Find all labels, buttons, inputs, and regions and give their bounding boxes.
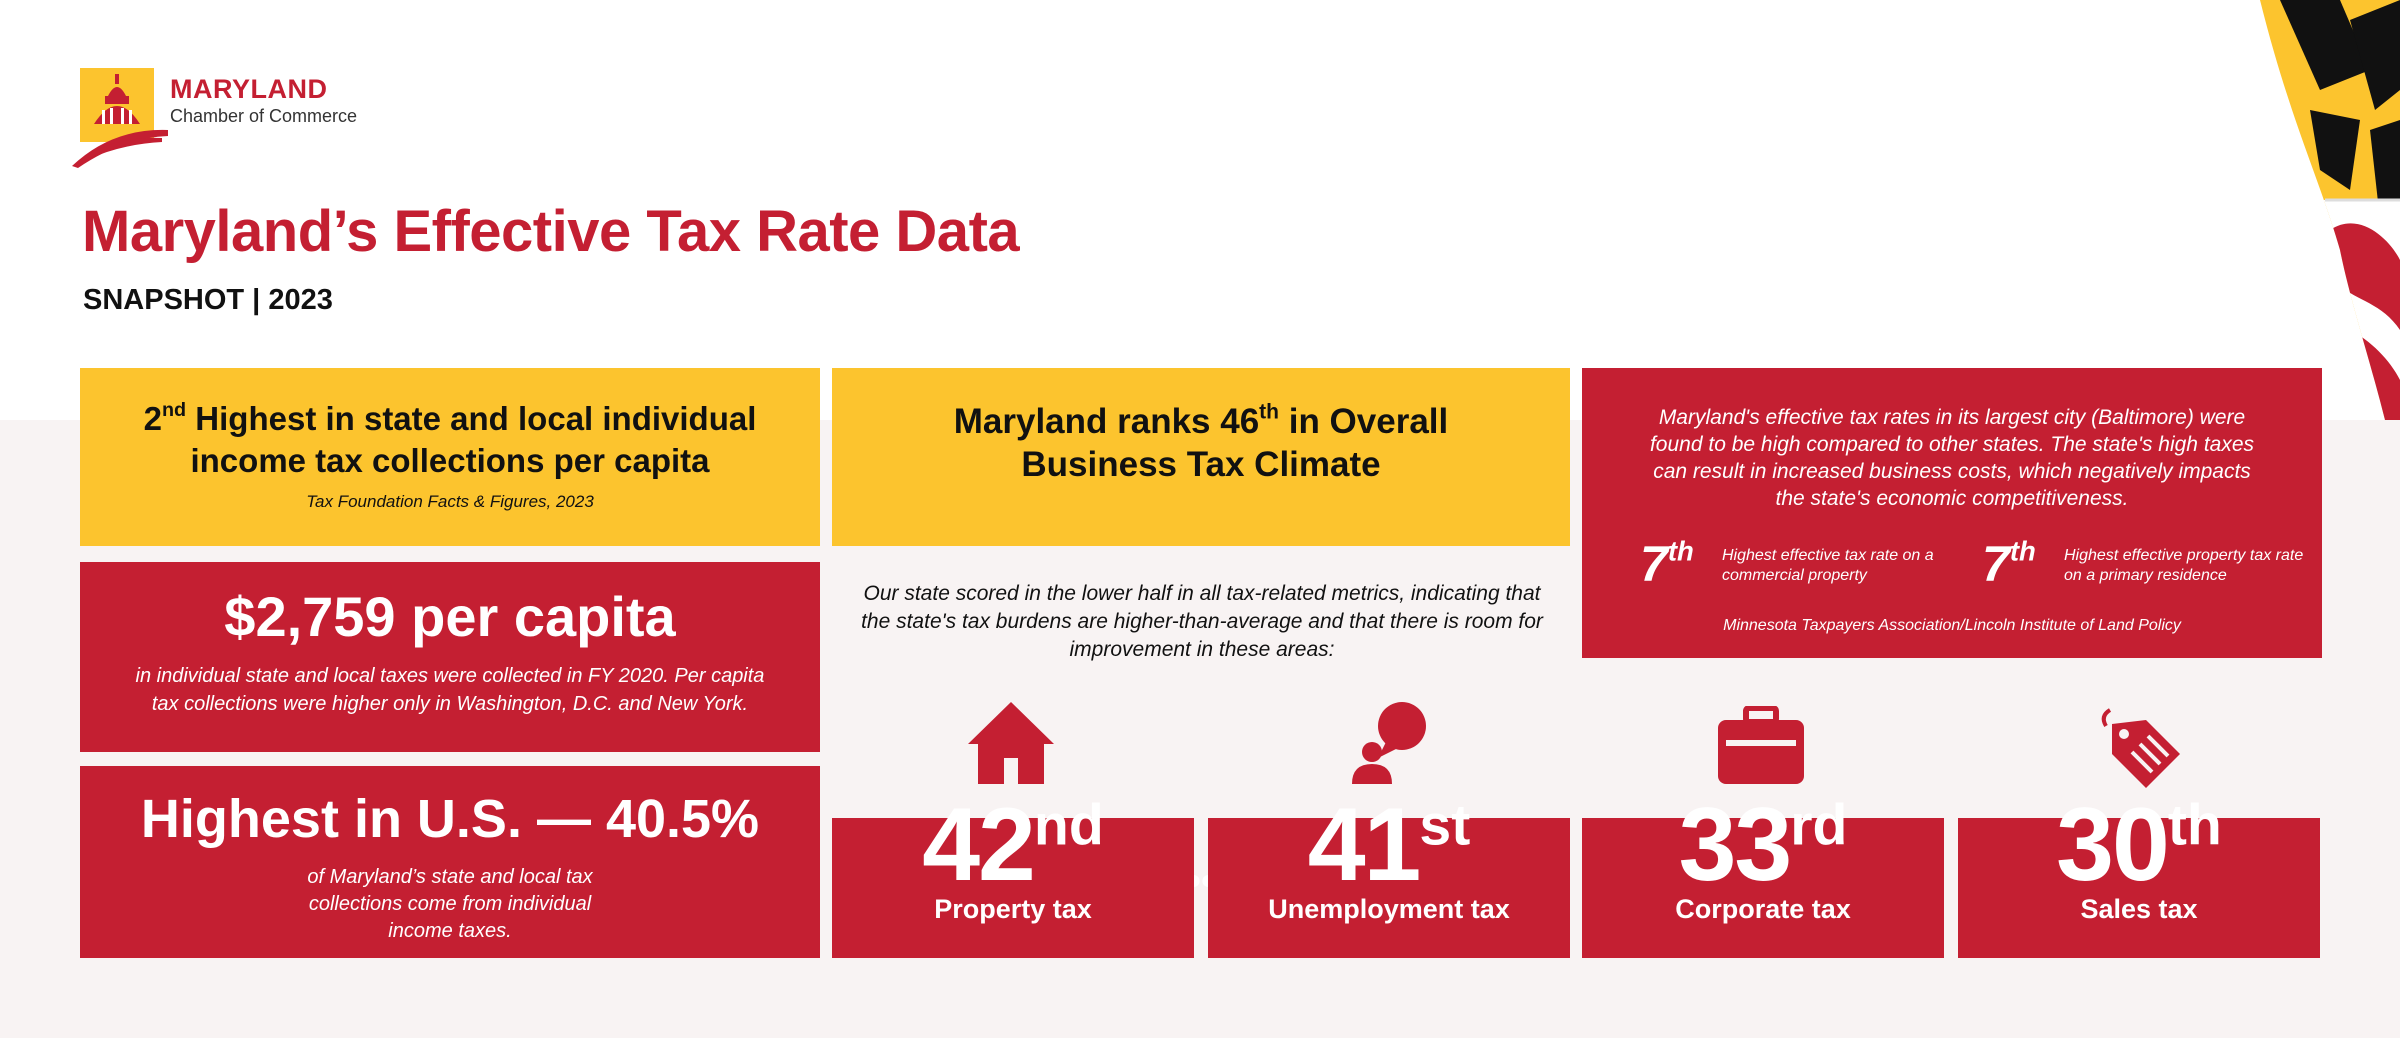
income-share-description: of Maryland’s state and local tax collec… <box>307 866 593 942</box>
heading-line-2: income tax collections per capita <box>190 442 710 479</box>
rank-label: Corporate tax <box>1675 894 1851 924</box>
per-capita-value: $2,759 per capita <box>224 585 676 648</box>
rank-label: Sales tax <box>2080 894 2198 924</box>
stat-number: 7th <box>1640 535 1694 592</box>
income-share-panel: Highest in U.S. — 40.5% of Maryland’s st… <box>80 766 820 958</box>
income-tax-collections-panel: 2nd Highest in state and local individua… <box>80 368 820 546</box>
heading-line-1: Highest in state and local individual <box>186 400 757 437</box>
baltimore-tax-panel: Maryland's effective tax rates in its la… <box>1582 368 2322 658</box>
heading-sup: th <box>1259 400 1279 424</box>
baltimore-source: Minnesota Taxpayers Association/Lincoln … <box>1723 617 2181 634</box>
business-climate-heading: Maryland ranks 46th in Overall Business … <box>832 400 1570 486</box>
per-capita-panel: $2,759 per capita in individual state an… <box>80 562 820 752</box>
page-title: Maryland’s Effective Tax Rate Data <box>82 199 1020 264</box>
corporate-tax-rank: 33rd Corporate tax <box>1582 790 1944 958</box>
rank-number: 42nd <box>922 787 1104 903</box>
briefcase-icon <box>1718 706 1804 784</box>
person-speech-icon <box>1352 702 1426 784</box>
logo-subtitle: Chamber of Commerce <box>170 106 358 126</box>
page-subtitle: SNAPSHOT | 2023 <box>83 284 333 316</box>
rank-number: 33rd <box>1678 787 1848 903</box>
rank-number: 41st <box>1307 787 1471 903</box>
capitol-dome-icon <box>72 68 168 168</box>
chamber-logo[interactable]: MARYLAND Chamber of Commerce <box>72 66 392 171</box>
logo-title: MARYLAND <box>170 74 328 104</box>
source-citation: Tax Foundation Facts & Figures, 2023 <box>306 492 594 511</box>
heading-pre: Maryland ranks 46 <box>953 402 1260 441</box>
unemployment-tax-rank: 41st Unemployment tax <box>1208 790 1570 958</box>
rank-number: 30th <box>2056 787 2222 903</box>
price-tag-icon <box>2101 708 2180 788</box>
rank-label: Property tax <box>934 894 1092 924</box>
sales-tax-rank: 30th Sales tax <box>1958 790 2320 958</box>
business-tax-climate-panel: Maryland ranks 46th in Overall Business … <box>832 368 1570 891</box>
heading-post: in Overall <box>1279 402 1449 441</box>
metrics-intro-text: Our state scored in the lower half in al… <box>861 582 1543 661</box>
income-share-value: Highest in U.S. — 40.5% <box>140 789 760 849</box>
stat-number: 7th <box>1982 535 2036 592</box>
stat-description: Highest effective property tax rate on a… <box>2064 547 2304 584</box>
house-icon <box>968 702 1054 784</box>
heading-line-2: Business Tax Climate <box>1021 445 1381 484</box>
baltimore-description: Maryland's effective tax rates in its la… <box>1649 406 2255 510</box>
rank-suffix: nd <box>161 399 187 422</box>
property-tax-rank: 42nd Property tax <box>832 790 1194 958</box>
income-panel-heading: 2nd Highest in state and local individua… <box>80 398 820 482</box>
rank-number: 2 <box>143 400 162 437</box>
per-capita-description: in individual state and local taxes were… <box>135 665 765 715</box>
maryland-flag-decoration <box>2200 0 2400 420</box>
rank-label: Unemployment tax <box>1268 894 1510 924</box>
stat-description: Highest effective tax rate on a commerci… <box>1722 547 1934 584</box>
